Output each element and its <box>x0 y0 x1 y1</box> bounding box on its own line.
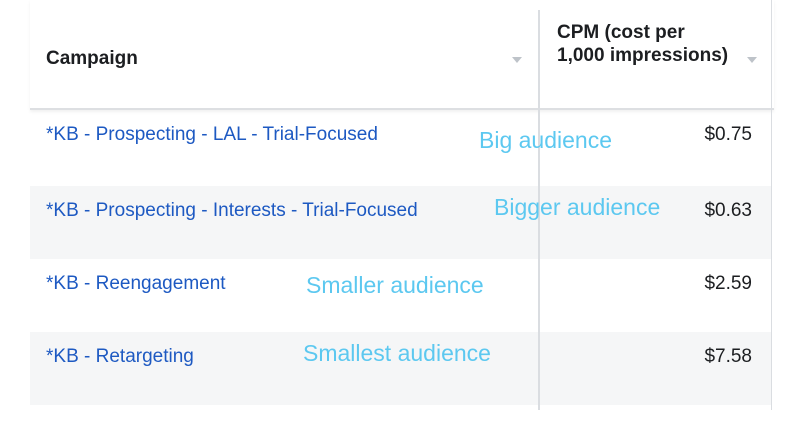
table-header: Campaign CPM (cost per 1,000 impressions… <box>30 0 774 110</box>
campaign-link[interactable]: *KB - Reengagement <box>46 273 226 294</box>
cpm-value: $2.59 <box>704 273 752 294</box>
campaign-link[interactable]: *KB - Prospecting - Interests - Trial-Fo… <box>46 200 418 221</box>
sort-caret-icon[interactable] <box>747 57 757 63</box>
campaign-link[interactable]: *KB - Prospecting - LAL - Trial-Focused <box>46 124 378 145</box>
column-header-label: CPM (cost per 1,000 impressions) <box>557 22 729 66</box>
column-header-label: Campaign <box>46 48 138 69</box>
campaign-table: Campaign CPM (cost per 1,000 impressions… <box>30 0 774 410</box>
column-header-campaign[interactable]: Campaign <box>30 0 539 108</box>
annotation-label: Smallest audience <box>303 340 491 366</box>
campaign-link[interactable]: *KB - Retargeting <box>46 346 194 367</box>
table-right-border <box>771 0 772 410</box>
annotation-label: Bigger audience <box>494 194 661 220</box>
cpm-value: $7.58 <box>704 346 752 367</box>
column-divider[interactable] <box>538 10 540 410</box>
cpm-value: $0.63 <box>704 200 752 221</box>
sort-caret-icon[interactable] <box>512 57 522 63</box>
table-row: *KB - Prospecting - LAL - Trial-Focused … <box>30 110 772 183</box>
annotation-label: Big audience <box>479 127 612 153</box>
cpm-value: $0.75 <box>704 124 752 145</box>
annotation-label: Smaller audience <box>306 272 484 298</box>
column-header-cpm[interactable]: CPM (cost per 1,000 impressions) <box>541 0 772 108</box>
table-row: *KB - Retargeting $7.58 <box>30 332 772 405</box>
table-row: *KB - Prospecting - Interests - Trial-Fo… <box>30 186 772 259</box>
table-row: *KB - Reengagement $2.59 <box>30 259 772 332</box>
